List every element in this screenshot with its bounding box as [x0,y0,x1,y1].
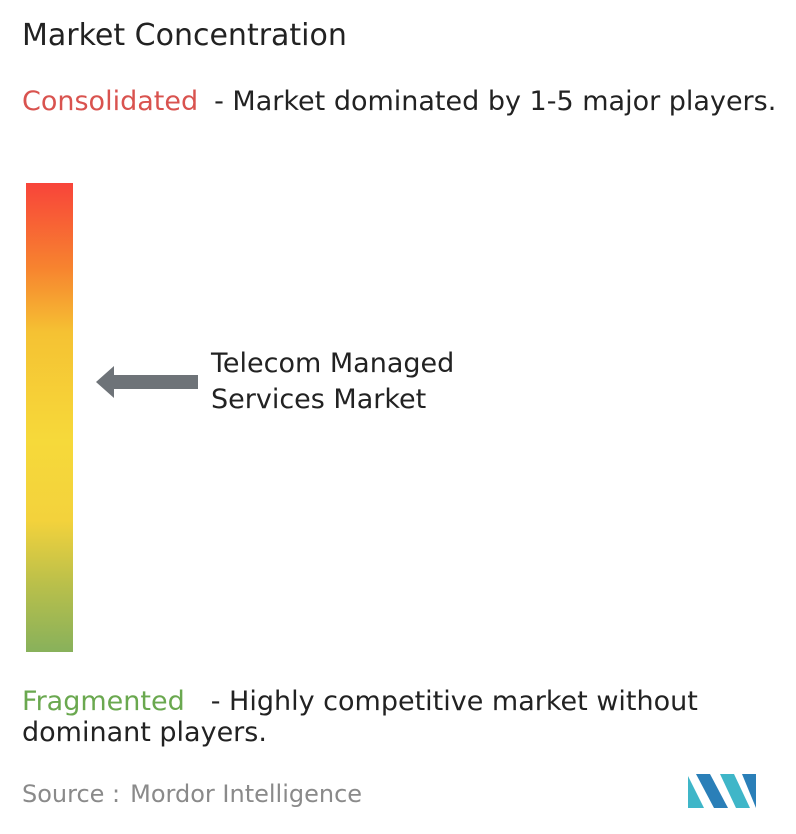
consolidated-description: - Market dominated by 1-5 major players. [214,86,777,117]
logo-part [742,774,756,808]
logo-part [720,774,750,808]
source: Source : Mordor Intelligence [22,780,362,808]
arrow-shaft [110,375,198,389]
source-prefix: Source : [22,780,121,808]
logo-part [696,774,728,808]
fragmented-term: Fragmented [22,686,185,717]
source-name: Mordor Intelligence [130,780,363,808]
consolidated-term: Consolidated [22,86,199,117]
title: Market Concentration [22,18,347,53]
arrow-head [96,366,114,398]
fragmented-description: - Highly competitive market without domi… [22,686,698,748]
marker-label-line: Telecom Managed [211,348,455,379]
marker-label: Telecom Managed Services Market [211,346,454,418]
fragmented-note: Fragmented - Highly competitive market wi… [22,686,787,748]
consolidated-note: Consolidated - Market dominated by 1-5 ma… [22,86,787,117]
concentration-gradient-bar [26,183,73,652]
marker-label-line: Services Market [211,384,427,415]
logo-part [688,776,704,808]
logo [688,774,756,808]
marker-arrow [96,366,198,398]
